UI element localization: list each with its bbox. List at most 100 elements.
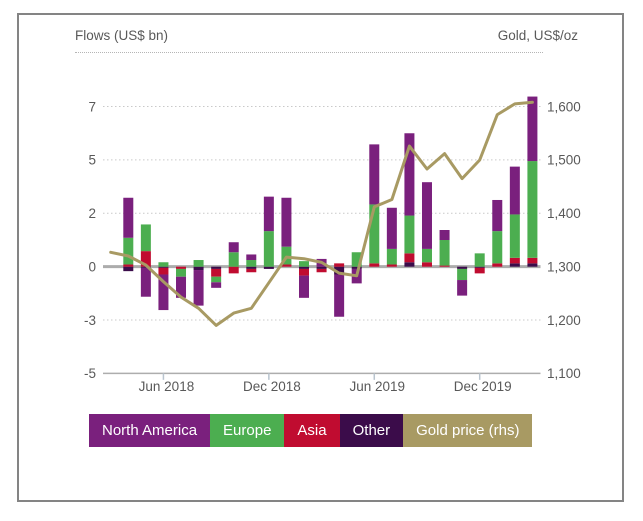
bar-segment-north-america [263,196,274,232]
legend-item-other: Other [339,414,404,447]
legend-item-europe: Europe [210,414,285,447]
legend-item-north-america: North America [89,414,211,447]
bar-segment-north-america [281,197,292,247]
right-axis-tick-label: 1,200 [547,313,581,328]
bar-segment-asia [474,267,485,274]
left-axis-tick-label: -3 [84,313,96,328]
bar-segment-north-america [509,166,520,215]
bar-segment-north-america [140,267,151,297]
bar-segment-north-america [211,282,222,288]
bar-segment-europe [140,224,151,252]
bar-segment-asia [246,268,257,273]
bar-segment-other [316,266,327,269]
bar-segment-europe [386,248,397,265]
bar-segment-north-america [404,133,415,216]
bar-segment-europe [509,214,520,258]
right-axis-tick-label: 1,100 [547,366,581,381]
x-axis-tick-label: Dec 2019 [454,379,512,394]
legend-item-gold-price: Gold price (rhs) [403,414,533,447]
bar-segment-europe [439,240,450,266]
bar-segment-north-america [228,242,239,253]
bar-segment-asia [140,251,151,267]
bar-segment-europe [211,276,222,283]
bar-segment-north-america [176,276,187,298]
bar-segment-europe [176,268,187,277]
right-axis-tick-label: 1,500 [547,153,581,168]
bar-segment-other [140,266,151,268]
bar-segment-other [527,263,538,267]
bar-segment-north-america [492,199,503,232]
bar-segment-north-america [299,275,309,298]
bar-segment-north-america [158,274,169,311]
bar-segment-asia [211,268,222,277]
bar-segment-other [509,263,520,267]
left-axis-tick-label: 7 [88,99,96,114]
bar-segment-other [299,266,309,269]
bar-segment-asia [369,263,380,267]
x-axis-tick-label: Jun 2019 [349,379,405,394]
bar-segment-europe [527,161,538,258]
bar-segment-asia [228,266,239,274]
bar-segment-other [263,266,274,269]
header-separator [75,52,543,53]
bar-segment-europe [299,261,309,267]
bar-segment-europe [474,253,485,267]
bar-segment-north-america [369,144,380,205]
bar-segment-asia [404,253,415,263]
bar-segment-asia [316,268,327,273]
bar-segment-asia [492,263,503,267]
chart-legend: North America Europe Asia Other Gold pri… [89,414,533,447]
x-axis-tick-label: Jun 2018 [139,379,195,394]
bar-segment-europe [404,215,415,254]
bar-segment-europe [158,262,169,267]
legend-item-asia: Asia [284,414,340,447]
bar-segment-europe [351,252,362,267]
bar-segment-asia [439,265,450,267]
bar-segment-other [351,266,362,269]
right-axis-tick-label: 1,400 [547,206,581,221]
bar-segment-asia [509,257,520,264]
bar-segment-north-america [334,274,345,317]
bar-segment-asia [281,264,292,267]
bar-segment-asia [527,257,538,264]
bar-segment-north-america [527,96,538,162]
bar-segment-other [158,266,169,268]
bar-segment-other [457,266,468,269]
bar-segment-europe [369,204,380,264]
bar-segment-asia [386,264,397,267]
bar-segment-europe [228,252,239,267]
right-axis-title: Gold, US$/oz [497,28,578,43]
left-axis-tick-label: -5 [84,366,96,381]
bar-segment-asia [299,268,309,276]
x-axis-tick-label: Dec 2018 [243,379,301,394]
bar-segment-europe [123,237,134,265]
bar-segment-europe [281,246,292,265]
bar-segment-north-america [457,280,468,296]
left-axis-title: Flows (US$ bn) [75,28,169,43]
bar-segment-other [193,266,204,271]
bar-segment-north-america [193,270,204,306]
bar-segment-north-america [246,254,257,261]
bar-segment-north-america [386,207,397,249]
bar-segment-europe [246,260,257,267]
bar-segment-asia [421,262,432,267]
bar-segment-asia [123,264,134,267]
bar-segment-other [123,266,134,272]
bar-segment-asia [176,266,187,269]
bar-segment-north-america [123,197,134,238]
bar-segment-other [404,262,415,267]
bar-segment-north-america [421,182,432,249]
bar-segment-other [474,266,485,268]
bar-segment-asia [158,267,169,275]
left-axis-tick-label: 0 [88,259,96,274]
left-axis-tick-label: 5 [88,153,96,168]
bar-segment-other [334,266,345,275]
bar-segment-europe [421,248,432,263]
bar-segment-other [211,266,222,269]
bar-segment-europe [263,231,274,267]
left-axis-tick-label: 2 [88,206,96,221]
right-axis-tick-label: 1,600 [547,99,581,114]
gold-price-line [109,100,534,327]
right-axis-tick-label: 1,300 [547,259,581,274]
bar-segment-europe [457,268,468,281]
